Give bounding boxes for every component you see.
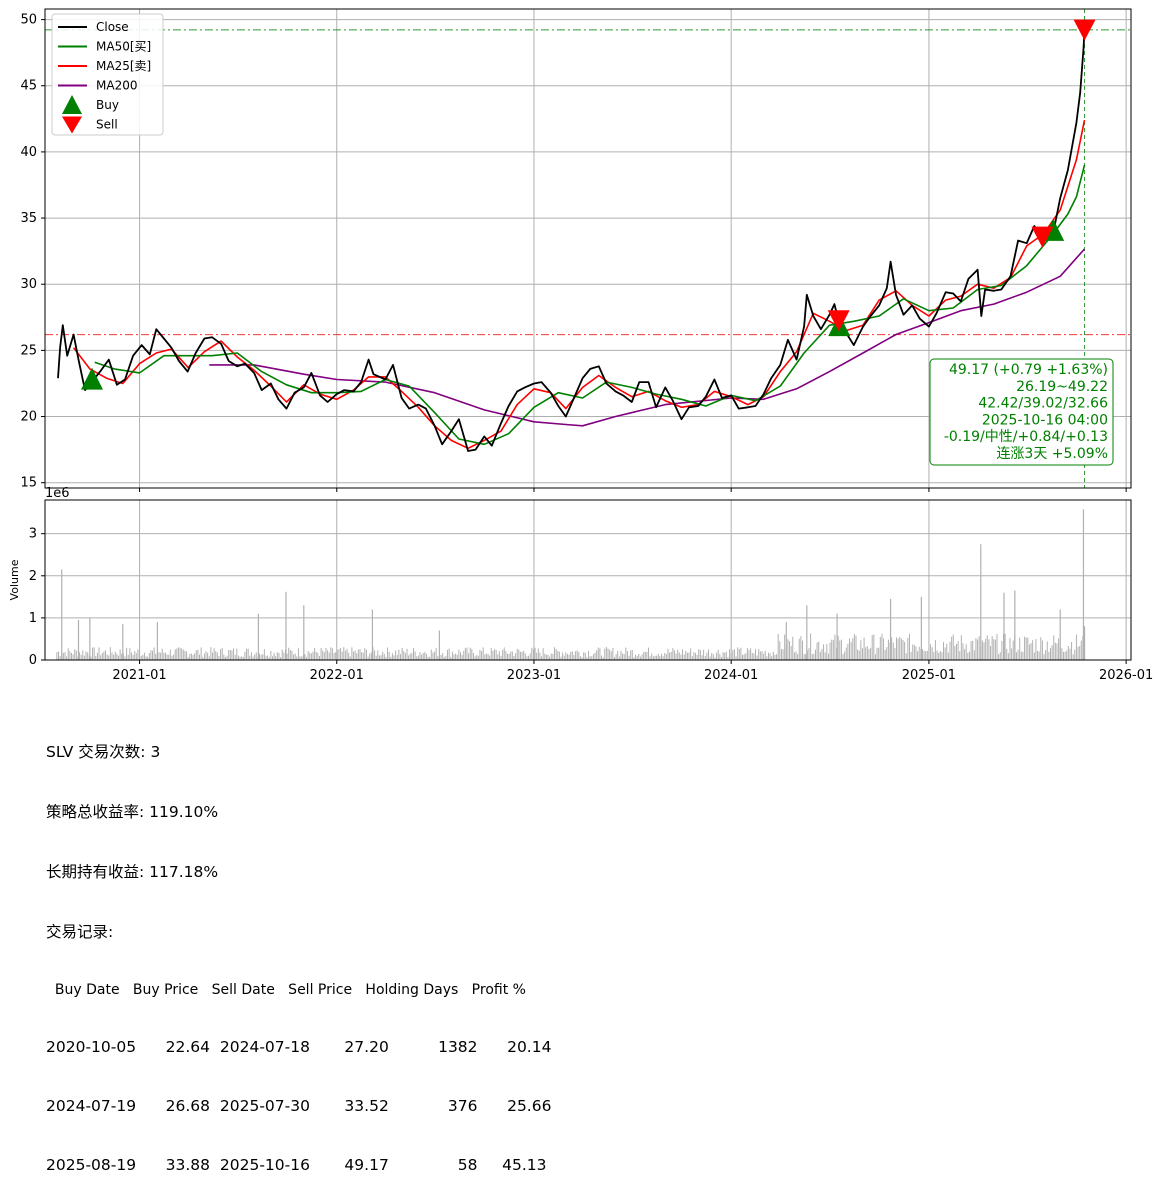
buy-marker (81, 367, 104, 390)
records-row: 2020-10-05 22.64 2024-07-18 27.20 1382 2… (46, 1038, 552, 1056)
records-title: 交易记录: (46, 923, 114, 941)
legend-box (51, 13, 164, 136)
price-axes-frame (44, 8, 1132, 489)
records-row: 2025-08-19 33.88 2025-10-16 49.17 58 45.… (46, 1156, 547, 1174)
legend-label: Sell (96, 118, 118, 132)
annotation-box (929, 358, 1114, 466)
price-tick-label: 20 (20, 410, 37, 425)
annotation-line: 42.42/39.02/32.66 (978, 396, 1108, 412)
series-line-close (57, 30, 1086, 452)
volume-axis-label: Volume (8, 559, 21, 600)
price-annotation: 49.17 (+0.79 +1.63%)26.19~49.2242.42/39.… (929, 358, 1114, 466)
series-line-ma200 (209, 248, 1086, 427)
x-tick-label: 2021-01 (112, 668, 166, 683)
x-tick-label: 2025-01 (902, 668, 956, 683)
price-tick-label: 15 (20, 476, 37, 491)
price-tick-label: 40 (20, 145, 37, 160)
trade-summary: SLV 交易次数: 3 策略总收益率: 119.10% 长期持有收益: 117.… (46, 702, 551, 1195)
legend-label: MA200 (96, 79, 137, 93)
series-line-ma25 (72, 119, 1086, 450)
volume-tick-label: 3 (29, 527, 37, 542)
price-panel: 15 20 25 30 35 40 45 50 Close MA50[买] MA25[卖] MA200… (20, 8, 1132, 492)
annotation-line: -0.19/中性/+0.84/+0.13 (944, 429, 1108, 445)
volume-tick-label: 1 (29, 611, 37, 626)
x-tick-label: 2026-01 (1099, 668, 1153, 683)
price-tick-label: 30 (20, 277, 37, 292)
legend-buy-icon (62, 95, 82, 114)
volume-panel: 0 1 2 3 2021-01 2022-01 2023-01 2024-01 2025-01 2… (8, 486, 1153, 683)
volume-scale-label: 1e6 (45, 486, 70, 501)
volume-axes-frame (44, 499, 1132, 661)
annotation-line: 49.17 (+0.79 +1.63%) (949, 362, 1108, 378)
annotation-line: 2025-10-16 04:00 (982, 412, 1108, 428)
strategy-return-text: 策略总收益率: 119.10% (46, 803, 219, 821)
volume-tick-label: 0 (29, 653, 37, 668)
legend-label: Buy (96, 98, 119, 112)
annotation-line: 连涨3天 +5.09% (996, 446, 1108, 462)
sell-marker (827, 310, 850, 332)
legend-sell-icon (62, 116, 82, 134)
hold-return-text: 长期持有收益: 117.18% (46, 863, 219, 881)
legend-label: Close (96, 20, 129, 34)
x-tick-label: 2023-01 (507, 668, 561, 683)
legend-label: MA50[买] (96, 40, 151, 54)
volume-tick-label: 2 (29, 569, 37, 584)
legend-label: MA25[卖] (96, 59, 151, 73)
price-tick-label: 25 (20, 343, 37, 358)
records-table-header: Buy Date Buy Price Sell Date Sell Price … (46, 982, 526, 998)
annotation-line: 26.19~49.22 (1016, 379, 1108, 395)
price-tick-label: 35 (20, 211, 37, 226)
chart-legend: Close MA50[买] MA25[卖] MA200 Buy Sell (51, 13, 164, 136)
sell-marker (1031, 226, 1054, 248)
sell-marker (1073, 19, 1096, 41)
records-row: 2024-07-19 26.68 2025-07-30 33.52 376 25… (46, 1097, 552, 1115)
x-tick-label: 2024-01 (704, 668, 758, 683)
x-tick-label: 2022-01 (310, 668, 364, 683)
price-tick-label: 50 (20, 13, 37, 28)
price-tick-label: 45 (20, 79, 37, 94)
trade-count-text: SLV 交易次数: 3 (46, 743, 161, 761)
